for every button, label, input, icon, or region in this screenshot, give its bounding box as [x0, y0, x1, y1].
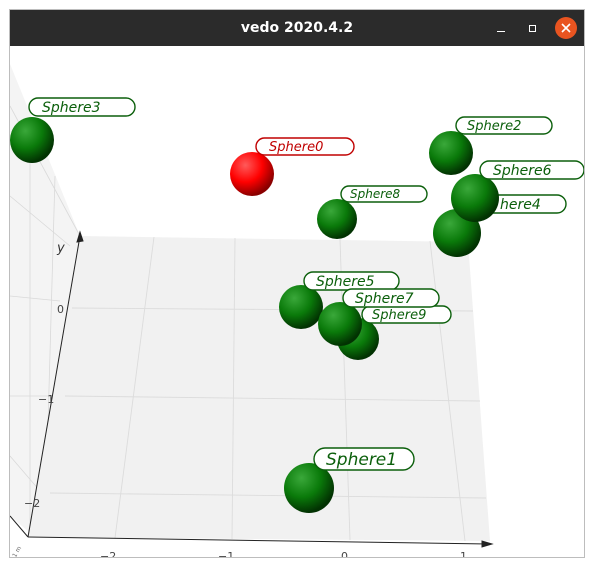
app-window: vedo 2020.4.2 — [9, 9, 585, 558]
sphere-2-label-box — [455, 116, 553, 135]
y-tick-0: 0 — [57, 303, 64, 316]
sphere-0[interactable]: Sphere0 — [230, 137, 355, 196]
sphere-6-label-box — [479, 160, 584, 180]
sphere-8-label: Sphere8 — [350, 187, 401, 201]
sphere-3-label-box — [28, 97, 136, 117]
corner-label: 1 m — [11, 545, 23, 558]
sphere-2[interactable]: Sphere2 — [429, 116, 553, 175]
x-tick-1: −1 — [218, 550, 234, 558]
x-tick-3: 1 — [460, 550, 467, 558]
sphere-4-label: here4 — [500, 197, 541, 213]
x-tick-2: 0 — [341, 550, 348, 558]
minimize-icon — [497, 30, 505, 32]
close-icon — [561, 23, 571, 33]
sphere-6[interactable]: Sphere6 — [451, 160, 584, 222]
sphere-0-label: Sphere0 — [269, 140, 323, 155]
sphere-8-label-box — [340, 185, 428, 203]
title-bar[interactable]: vedo 2020.4.2 — [10, 10, 584, 46]
sphere-7-label: Sphere7 — [355, 291, 414, 307]
minimize-button[interactable] — [490, 17, 512, 39]
sphere-1-label: Sphere1 — [326, 450, 397, 470]
render-viewport[interactable]: y 0 −1 −2 −2 −1 0 1 1 m Sphere3 Sphere0 — [10, 46, 585, 558]
sphere-7-label-box — [342, 288, 440, 308]
sphere-7[interactable]: Sphere7 — [318, 288, 440, 346]
window-title: vedo 2020.4.2 — [240, 20, 354, 36]
maximize-icon — [528, 24, 536, 32]
sphere-0-label-box — [255, 137, 355, 156]
axes — [10, 230, 494, 548]
sphere-1-label-box — [313, 447, 415, 471]
back-wall — [10, 64, 80, 536]
close-button[interactable] — [555, 17, 577, 39]
sphere-5-label: Sphere5 — [316, 274, 375, 290]
sphere-9-label: Sphere9 — [372, 308, 426, 323]
x-tick-0: −2 — [100, 550, 116, 558]
sphere-1[interactable]: Sphere1 — [284, 447, 415, 513]
sphere-8[interactable]: Sphere8 — [317, 185, 428, 239]
sphere-3[interactable]: Sphere3 — [10, 97, 136, 163]
sphere-6-label: Sphere6 — [493, 163, 552, 179]
sphere-3-label: Sphere3 — [42, 100, 101, 116]
sphere-5[interactable]: Sphere5 — [279, 271, 400, 329]
y-tick-1: −1 — [38, 393, 54, 406]
sphere-2-label: Sphere2 — [467, 119, 521, 134]
y-tick-2: −2 — [24, 497, 40, 510]
scene-canvas[interactable]: y 0 −1 −2 −2 −1 0 1 1 m Sphere3 Sphere0 — [10, 46, 585, 558]
maximize-button[interactable] — [521, 17, 543, 39]
y-axis-title: y — [56, 241, 65, 256]
